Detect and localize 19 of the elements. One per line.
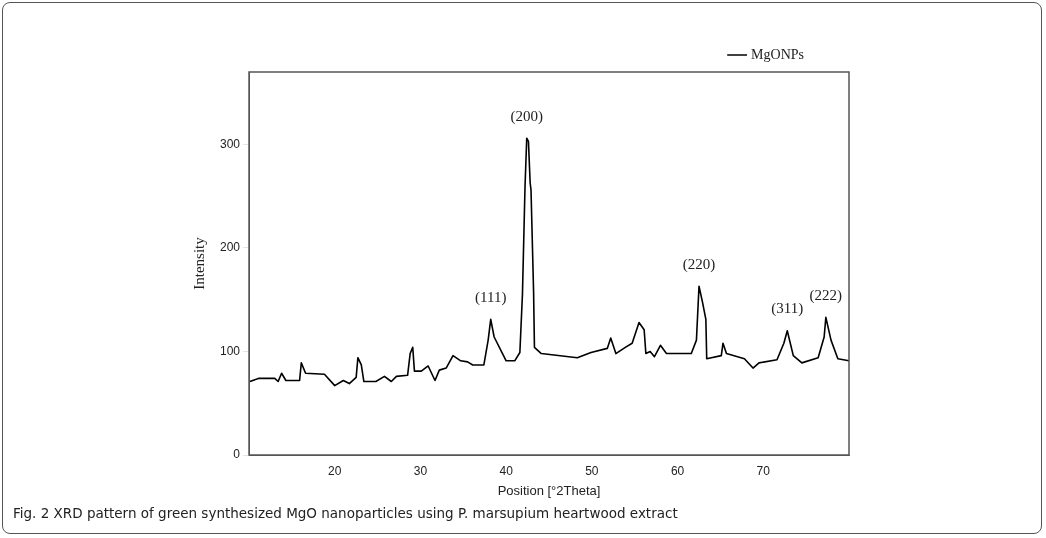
x-axis-title: Position [°2Theta] — [497, 482, 601, 498]
x-tick-label: 50 — [585, 463, 599, 478]
y-tick-label: 100 — [219, 343, 241, 358]
x-tick-label: 20 — [328, 463, 342, 478]
legend-label: MgONPs — [751, 46, 804, 62]
annotation: (311) — [771, 300, 804, 318]
x-tick-label: 60 — [670, 463, 685, 478]
x-tick-label: 40 — [499, 463, 514, 478]
annotation: (220) — [682, 255, 716, 273]
annotation: (111) — [475, 288, 507, 306]
y-tick-label: 300 — [219, 136, 241, 151]
y-axis-title: Intensity — [190, 236, 207, 290]
y-tick-label: 200 — [219, 240, 241, 255]
x-tick-label: 30 — [413, 463, 428, 478]
x-tick-label: 70 — [756, 463, 771, 478]
annotation: (222) — [809, 286, 843, 304]
annotation: (200) — [510, 107, 543, 125]
y-tick-label: 0 — [233, 447, 241, 462]
caption: Fig. 2 XRD pattern of green synthesized MgO nanoparticles using P. marsupium heartwood extract — [13, 505, 678, 521]
